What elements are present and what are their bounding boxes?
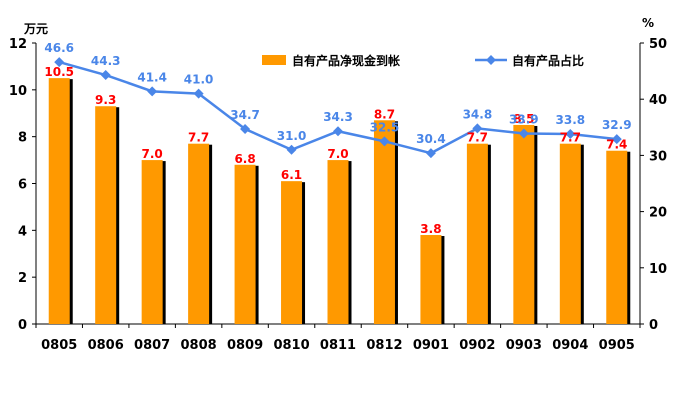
left-tick-label: 10 (9, 84, 27, 99)
bar (327, 160, 349, 324)
right-tick-label: 50 (649, 37, 667, 52)
bar (234, 164, 256, 324)
bar-data-label: 3.8 (420, 222, 441, 236)
left-tick-label: 12 (9, 37, 27, 52)
bar-data-label: 7.0 (327, 147, 348, 161)
right-tick-label: 30 (649, 149, 667, 164)
line-data-label: 41.4 (137, 70, 167, 84)
right-tick-label: 20 (649, 206, 667, 221)
bar (513, 124, 535, 324)
x-tick-label: 0812 (366, 338, 402, 353)
x-tick-label: 0807 (134, 338, 170, 353)
bar-data-label: 6.8 (234, 152, 255, 166)
legend: 自有产品净现金到帐 自有产品占比 (262, 53, 584, 68)
line-point (240, 123, 251, 134)
x-tick-label: 0901 (413, 338, 449, 353)
left-tick-label: 4 (18, 224, 27, 239)
line-layer (54, 57, 622, 159)
bar (420, 235, 442, 324)
line-data-label: 46.6 (44, 41, 74, 55)
bar (48, 78, 70, 324)
bar-data-label: 8.7 (374, 107, 395, 121)
line-point (54, 57, 65, 68)
bar-data-label: 7.7 (560, 131, 581, 145)
bar (606, 150, 628, 324)
right-tick-label: 0 (649, 318, 658, 333)
x-tick-label: 0902 (459, 338, 495, 353)
line-point (193, 88, 204, 99)
line-data-label: 34.8 (463, 107, 493, 121)
line-data-label: 34.3 (323, 110, 353, 124)
left-tick-label: 0 (18, 318, 27, 333)
bar (559, 143, 581, 324)
line-data-label: 33.8 (556, 113, 586, 127)
line-data-label: 32.9 (602, 118, 632, 132)
bar-data-label: 6.1 (281, 168, 302, 182)
bars-layer (48, 78, 631, 325)
bar (95, 106, 117, 324)
right-tick-label: 10 (649, 262, 667, 277)
bar (188, 143, 210, 324)
bar-data-label: 7.7 (188, 131, 209, 145)
bar-data-label: 9.3 (95, 93, 116, 107)
labels-layer: 10.5 9.3 7.0 7.7 6.8 6.1 7.0 8.7 3.8 7.7 8.5 7.7 7.4… (44, 41, 631, 236)
bar-data-label: 7.4 (606, 138, 627, 152)
line-point (518, 128, 529, 139)
bar (466, 143, 488, 324)
legend-bar-swatch (262, 55, 286, 65)
left-axis-unit: 万元 (23, 22, 48, 36)
bar-data-label: 7.7 (467, 131, 488, 145)
legend-bar-label: 自有产品净现金到帐 (292, 53, 400, 68)
line-point (147, 86, 158, 97)
bar-data-label: 8.5 (513, 112, 534, 126)
x-tick-label: 0809 (227, 338, 263, 353)
line-point (333, 126, 343, 137)
line-point (100, 70, 111, 81)
x-tick-label: 0808 (181, 338, 217, 353)
left-tick-label: 2 (18, 271, 27, 286)
left-tick-label: 8 (18, 131, 27, 146)
line-point (472, 123, 483, 134)
axes-layer: 0 2 4 6 8 10 12 0 10 20 30 40 50 0805 0806 0807 0808 0809… (9, 16, 667, 353)
line-data-label: 31.0 (277, 129, 307, 143)
line-data-label: 33.9 (509, 112, 539, 126)
line-point (611, 134, 622, 145)
line-point (286, 144, 297, 155)
bar-data-label: 7.0 (142, 147, 163, 161)
line-data-label: 41.0 (184, 73, 214, 87)
x-tick-label: 0903 (506, 338, 542, 353)
left-tick-label: 6 (18, 178, 27, 193)
bar (141, 160, 163, 324)
line-point (379, 136, 390, 147)
line-data-label: 30.4 (416, 132, 446, 146)
x-tick-label: 0810 (273, 338, 309, 353)
right-tick-label: 40 (649, 93, 667, 108)
line-point (425, 148, 436, 159)
bar-data-label: 10.5 (44, 65, 74, 79)
x-tick-label: 0904 (552, 338, 588, 353)
bar (373, 120, 395, 325)
legend-line-marker (486, 55, 496, 65)
x-tick-label: 0805 (41, 338, 77, 353)
line-data-label: 32.5 (370, 120, 400, 134)
line-point (565, 129, 576, 140)
x-tick-label: 0811 (320, 338, 356, 353)
x-tick-label: 0905 (599, 338, 635, 353)
x-tick-label: 0806 (88, 338, 124, 353)
legend-line-label: 自有产品占比 (512, 53, 584, 68)
line-data-label: 34.7 (230, 108, 260, 122)
right-axis-unit: % (642, 16, 654, 30)
line-data-label: 44.3 (91, 54, 121, 68)
bar (281, 181, 303, 324)
